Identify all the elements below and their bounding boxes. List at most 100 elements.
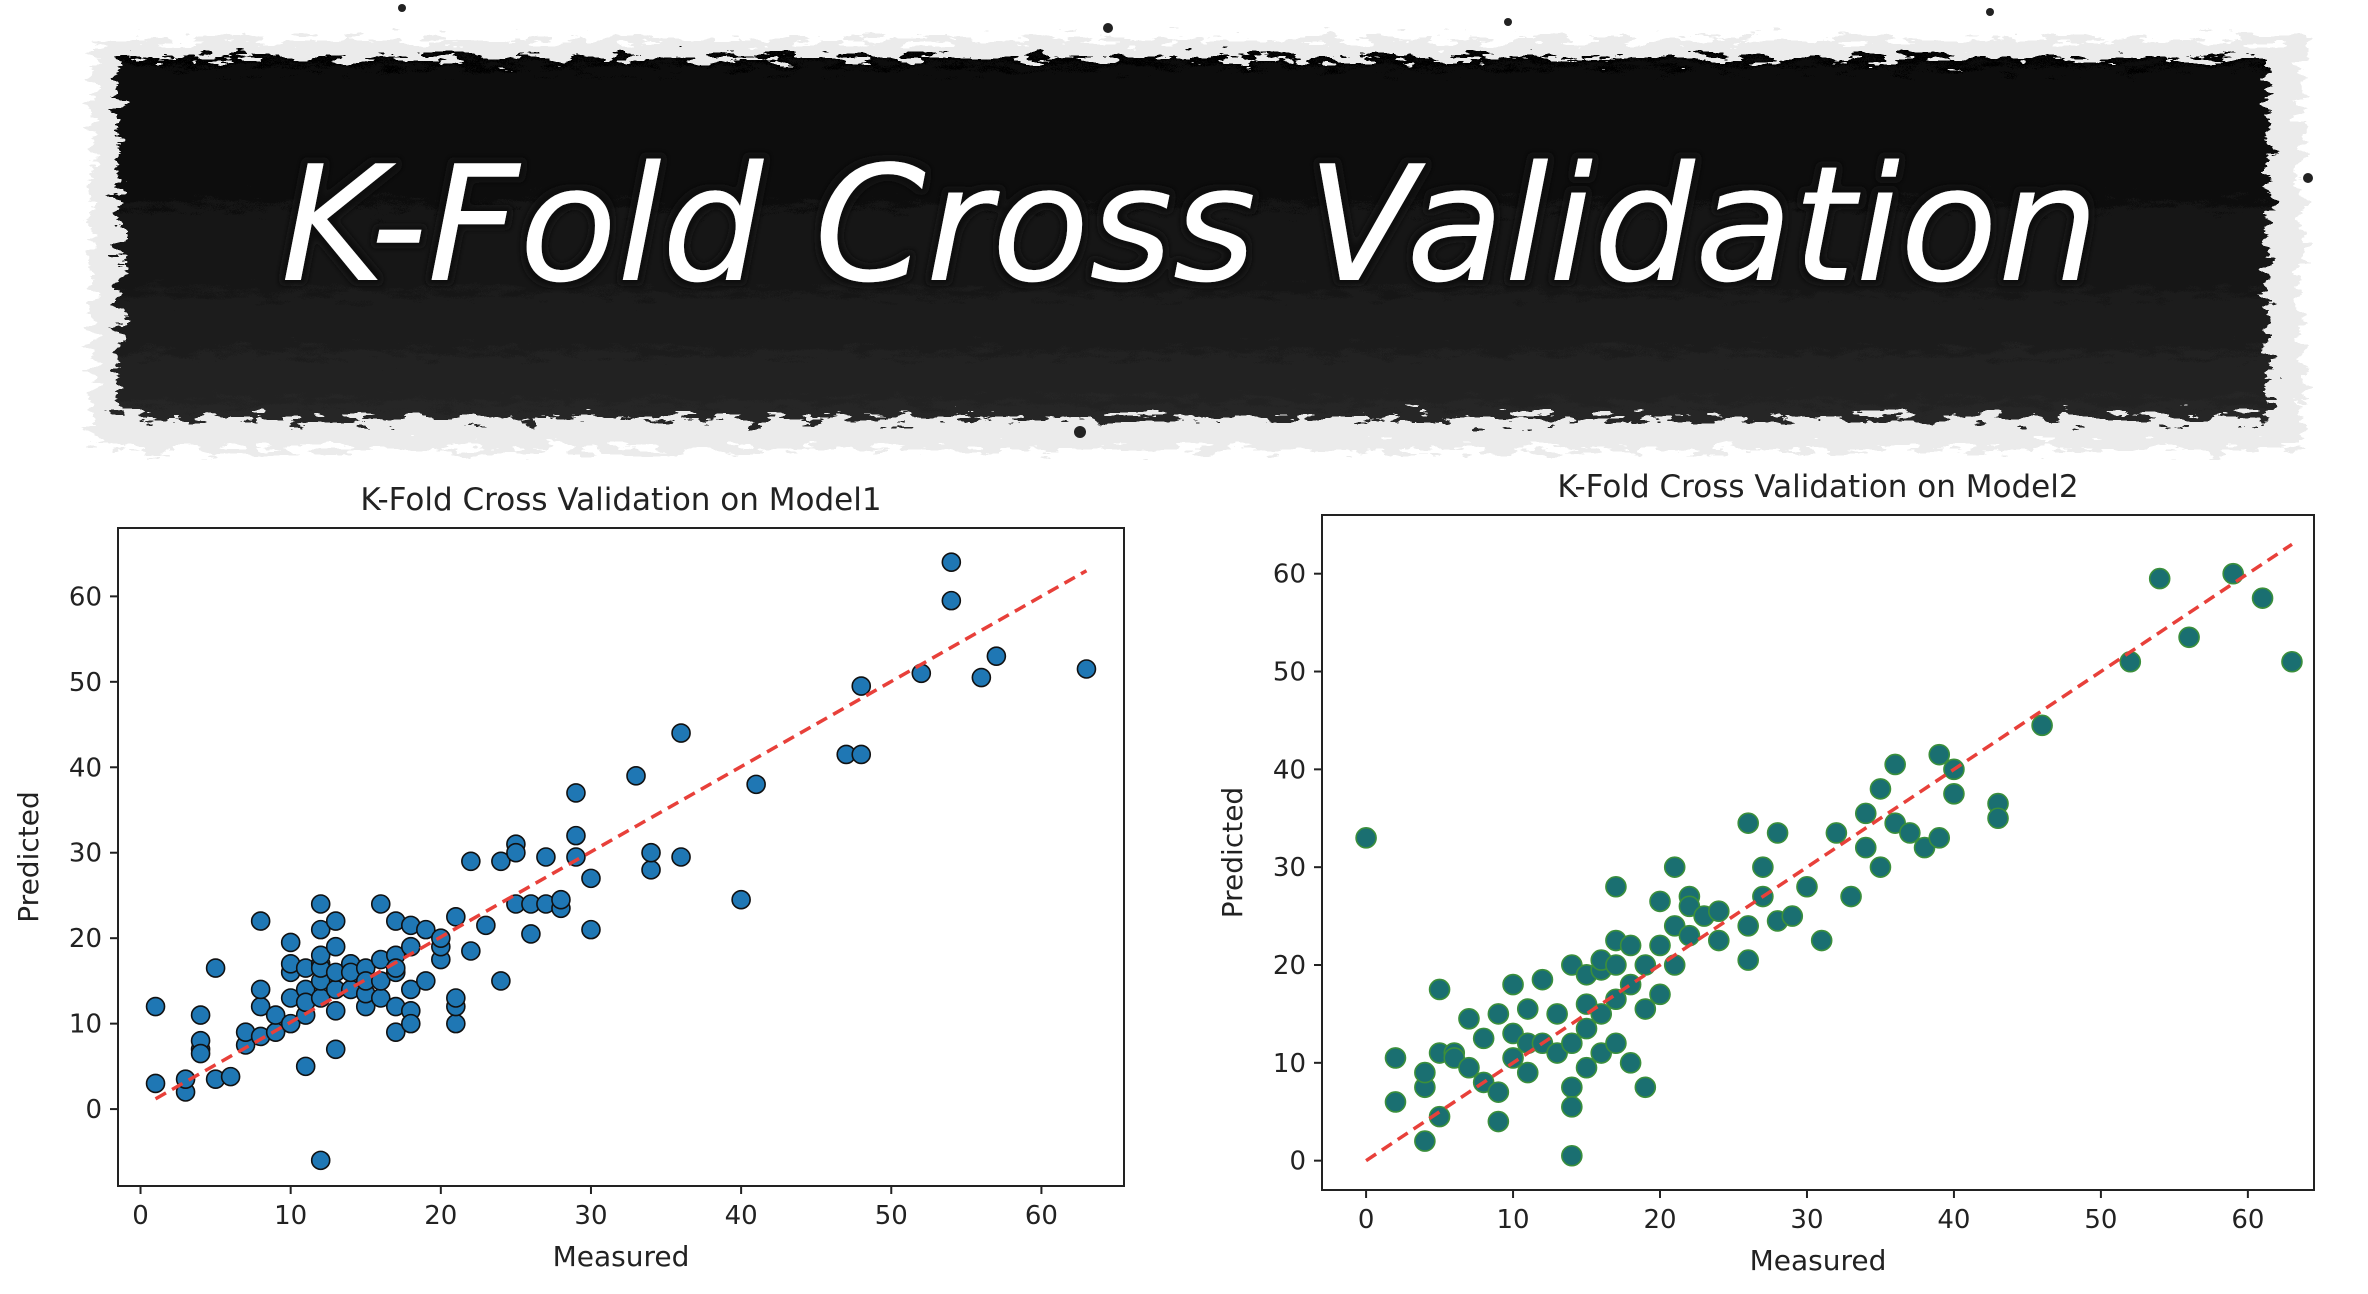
- y-tick-label: 40: [69, 753, 102, 783]
- data-point: [446, 988, 466, 1008]
- ink-splatter: [1504, 18, 1512, 26]
- fit-line: [1365, 542, 2293, 1163]
- banner-title: K-Fold Cross Validation: [281, 131, 2100, 318]
- data-point: [1561, 1032, 1583, 1055]
- data-point: [1443, 1047, 1466, 1069]
- x-tick-label: 40: [1937, 1205, 1970, 1235]
- chart-title: K-Fold Cross Validation on Model2: [1557, 469, 2078, 505]
- data-point: [971, 667, 992, 688]
- data-point: [851, 744, 872, 765]
- data-point: [1575, 1017, 1598, 1040]
- data-point: [1869, 856, 1892, 878]
- x-tick-label: 40: [725, 1201, 758, 1231]
- data-point: [1428, 978, 1451, 1001]
- data-point: [1854, 802, 1877, 825]
- data-point: [1796, 875, 1818, 898]
- data-point: [731, 889, 751, 910]
- data-point: [190, 1043, 211, 1064]
- y-tick-label: 50: [1273, 658, 1306, 688]
- x-tick-label: 60: [1025, 1201, 1058, 1231]
- data-point: [416, 919, 436, 940]
- x-tick-label: 50: [2084, 1205, 2117, 1235]
- data-point: [250, 911, 271, 931]
- data-point: [1781, 905, 1804, 927]
- data-point: [1605, 875, 1627, 898]
- data-point: [1516, 998, 1539, 1020]
- data-point: [1502, 1047, 1524, 1069]
- data-point: [310, 1150, 331, 1171]
- x-axis-label: Measured: [553, 1240, 690, 1273]
- data-point: [1634, 998, 1657, 1020]
- data-point: [1708, 929, 1730, 952]
- data-point: [325, 936, 346, 957]
- data-point: [1472, 1027, 1495, 1050]
- data-point: [671, 847, 691, 867]
- data-point: [1487, 1110, 1510, 1133]
- data-point: [310, 894, 331, 914]
- data-point: [1737, 812, 1759, 834]
- x-tick-label: 30: [574, 1201, 607, 1231]
- data-point: [325, 911, 346, 931]
- data-point: [566, 783, 586, 803]
- data-point: [190, 1005, 211, 1025]
- ink-splatter: [1986, 8, 1994, 16]
- x-tick-label: 0: [1358, 1205, 1375, 1235]
- x-tick-label: 0: [132, 1201, 149, 1231]
- ink-splatter: [398, 4, 406, 12]
- data-point: [491, 851, 511, 872]
- data-point: [1649, 983, 1671, 1006]
- x-tick-label: 10: [274, 1201, 307, 1231]
- data-point: [1928, 743, 1951, 766]
- data-point: [416, 971, 436, 991]
- x-tick-label: 20: [1643, 1205, 1676, 1235]
- data-point: [1575, 1056, 1598, 1079]
- ink-splatter: [1074, 426, 1086, 438]
- data-point: [521, 924, 541, 944]
- data-point: [1561, 1144, 1583, 1167]
- data-point: [1546, 1003, 1568, 1025]
- data-point: [851, 676, 872, 696]
- data-point: [626, 766, 646, 786]
- data-point: [746, 774, 766, 795]
- data-point: [461, 851, 481, 872]
- ink-splatter: [1103, 23, 1113, 33]
- data-point: [280, 932, 301, 953]
- data-point: [1516, 1061, 1539, 1084]
- data-point: [1987, 807, 2009, 830]
- data-point: [536, 847, 556, 867]
- data-point: [1561, 954, 1583, 976]
- data-point: [1810, 929, 1833, 952]
- ink-splatter: [2303, 173, 2313, 183]
- y-tick-label: 30: [1273, 853, 1306, 883]
- data-point: [1869, 778, 1892, 800]
- data-point: [1605, 954, 1627, 976]
- data-point: [1414, 1130, 1436, 1152]
- data-point: [2178, 626, 2200, 649]
- data-point: [1590, 1042, 1613, 1064]
- data-point: [400, 979, 421, 1000]
- data-point: [325, 1039, 346, 1060]
- plot-frame: [117, 527, 1125, 1187]
- data-point: [400, 1013, 421, 1034]
- data-point: [1663, 856, 1686, 878]
- x-tick-label: 10: [1497, 1205, 1530, 1235]
- data-point: [1649, 934, 1671, 957]
- data-point: [1619, 973, 1642, 996]
- data-point: [986, 646, 1007, 666]
- y-tick-label: 40: [1273, 755, 1306, 785]
- data-point: [1355, 827, 1377, 849]
- data-point: [1913, 836, 1936, 859]
- chart-title: K-Fold Cross Validation on Model1: [360, 482, 881, 518]
- data-point: [641, 842, 661, 863]
- data-point: [1458, 1008, 1480, 1030]
- data-point: [551, 889, 571, 910]
- data-point: [671, 723, 691, 743]
- data-point: [1605, 1032, 1627, 1055]
- data-point: [1502, 973, 1524, 996]
- data-point: [1928, 827, 1951, 849]
- y-tick-label: 60: [69, 582, 102, 612]
- x-axis-label: Measured: [1750, 1244, 1887, 1277]
- data-point: [1884, 753, 1906, 776]
